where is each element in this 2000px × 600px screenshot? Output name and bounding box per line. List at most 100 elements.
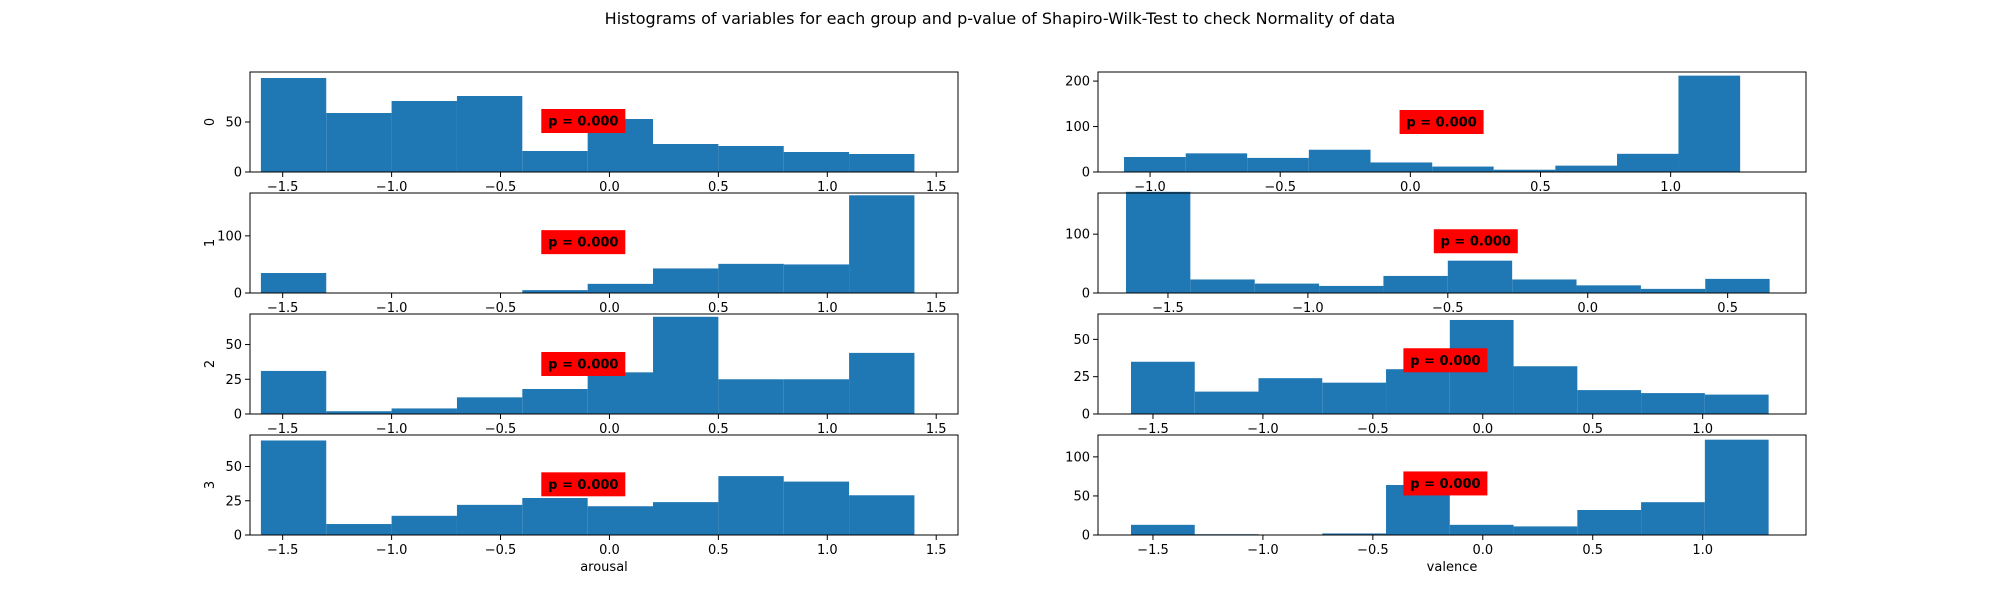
x-tick-label: 1.0: [817, 422, 838, 437]
histogram-bar: [456, 504, 523, 535]
y-tick-label: 0: [1082, 166, 1090, 181]
y-tick-label: 0: [1082, 408, 1090, 423]
x-tick-label: −0.5: [485, 543, 517, 558]
histogram-bar: [1258, 378, 1323, 414]
histogram-bar: [1678, 75, 1741, 172]
subplot-2-1: −1.5 −1.0 −0.5 0.0 0.5 1.0 0 25 50 p = 0.000: [1073, 313, 1807, 437]
y-tick-label: 100: [217, 229, 242, 244]
x-tick-label: −1.0: [376, 543, 408, 558]
x-tick-label: 1.0: [1692, 422, 1713, 437]
p-value-text: p = 0.000: [1441, 235, 1511, 250]
histogram-bar: [1576, 285, 1641, 293]
subplot-0-0: −1.5 −1.0 −0.5 0.0 0.5 1.0 1.5 0 50 0 p = 0.000: [203, 71, 959, 195]
x-tick-label: −1.0: [376, 180, 408, 195]
x-tick-label: 0.5: [708, 180, 729, 195]
axes-frame: [249, 434, 959, 536]
figure-title: Histograms of variables for each group a…: [605, 9, 1396, 28]
histogram-bar: [1493, 169, 1556, 172]
p-value-text: p = 0.000: [548, 358, 618, 373]
y-tick-label: 0: [1082, 287, 1090, 302]
histogram-bar: [391, 515, 457, 535]
p-value-text: p = 0.000: [548, 236, 618, 251]
histogram-bar: [1185, 153, 1248, 172]
x-tick-label: 0.5: [1582, 543, 1603, 558]
axes-frame: [1097, 434, 1807, 536]
histogram-bar: [326, 113, 392, 172]
histogram-bar: [1130, 361, 1195, 414]
histogram-bar: [1555, 165, 1618, 172]
y-tick-label: 25: [225, 373, 242, 388]
histogram-bar: [1577, 510, 1642, 535]
histogram-bar: [718, 263, 784, 293]
histogram-bar: [587, 372, 654, 414]
axes-frame: [249, 313, 959, 415]
histogram-bar: [1640, 288, 1706, 293]
axes-frame: [1097, 192, 1807, 294]
p-value-badge: [1433, 229, 1518, 254]
p-value-text: p = 0.000: [548, 115, 618, 130]
x-tick-label: −0.5: [1357, 543, 1389, 558]
x-tick-label: 0.0: [1400, 180, 1421, 195]
subplot-0-1: −1.0 −0.5 0.0 0.5 1.0 0 100 200 p = 0.000: [1065, 71, 1807, 195]
histogram-bar: [456, 96, 523, 172]
axes-frame: [1097, 71, 1807, 173]
histogram-bar: [653, 316, 719, 414]
x-tick-label: 1.5: [926, 422, 947, 437]
y-tick-label: 0: [234, 529, 242, 544]
histogram-bar: [1322, 382, 1387, 414]
histogram-bar: [1705, 278, 1770, 293]
y-axis-label: 1: [203, 239, 218, 247]
x-tick-label: −1.0: [1247, 422, 1279, 437]
histogram-bar: [653, 502, 719, 535]
histogram-bar: [849, 154, 915, 172]
x-tick-label: 1.0: [817, 301, 838, 316]
x-tick-label: −1.0: [376, 422, 408, 437]
y-tick-label: 0: [234, 287, 242, 302]
x-tick-label: −1.0: [1134, 180, 1166, 195]
y-tick-label: 50: [225, 338, 242, 353]
y-axis-label: 0: [203, 118, 218, 126]
x-tick-label: −1.5: [267, 543, 299, 558]
histogram-bar: [326, 411, 392, 414]
x-tick-label: −0.5: [485, 422, 517, 437]
y-tick-label: 100: [1065, 120, 1090, 135]
p-value-text: p = 0.000: [1406, 116, 1476, 131]
x-tick-label: 0.0: [1472, 543, 1493, 558]
subplot-1-1: −1.5 −1.0 −0.5 0.0 0.5 0 100 p = 0.000: [1065, 191, 1807, 316]
histogram-bar: [718, 379, 784, 414]
histogram-bar: [1577, 390, 1642, 414]
y-tick-label: 25: [1073, 370, 1090, 385]
p-value-text: p = 0.000: [548, 478, 618, 493]
x-tick-label: −1.0: [376, 301, 408, 316]
x-tick-label: −1.5: [267, 422, 299, 437]
histogram-bar: [783, 264, 850, 293]
histogram-bar: [783, 481, 850, 535]
x-tick-label: 1.5: [926, 543, 947, 558]
p-value-badge: [1403, 348, 1488, 373]
histogram-bar: [587, 506, 654, 535]
y-tick-label: 0: [234, 408, 242, 423]
x-tick-label: 0.0: [599, 301, 620, 316]
histogram-bar: [260, 273, 327, 293]
histogram-bar: [1190, 279, 1255, 293]
p-value-badge: [541, 472, 626, 497]
histogram-bar: [1704, 394, 1769, 414]
histogram-bar: [1512, 279, 1577, 293]
histogram-bar: [1130, 524, 1195, 535]
y-tick-label: 50: [225, 460, 242, 475]
x-tick-label: 0.0: [599, 422, 620, 437]
x-tick-label: −1.5: [267, 180, 299, 195]
histogram-bar: [1641, 393, 1705, 414]
histogram-bar: [849, 195, 915, 293]
x-axis-label: arousal: [580, 560, 628, 575]
histogram-bar: [1386, 369, 1450, 414]
p-value-text: p = 0.000: [1410, 477, 1480, 492]
histogram-bar: [653, 268, 719, 293]
x-tick-label: −0.5: [485, 180, 517, 195]
p-value-badge: [541, 352, 626, 376]
histogram-bar: [1308, 149, 1371, 172]
p-value-badge: [1399, 110, 1484, 134]
y-tick-label: 100: [1065, 228, 1090, 243]
